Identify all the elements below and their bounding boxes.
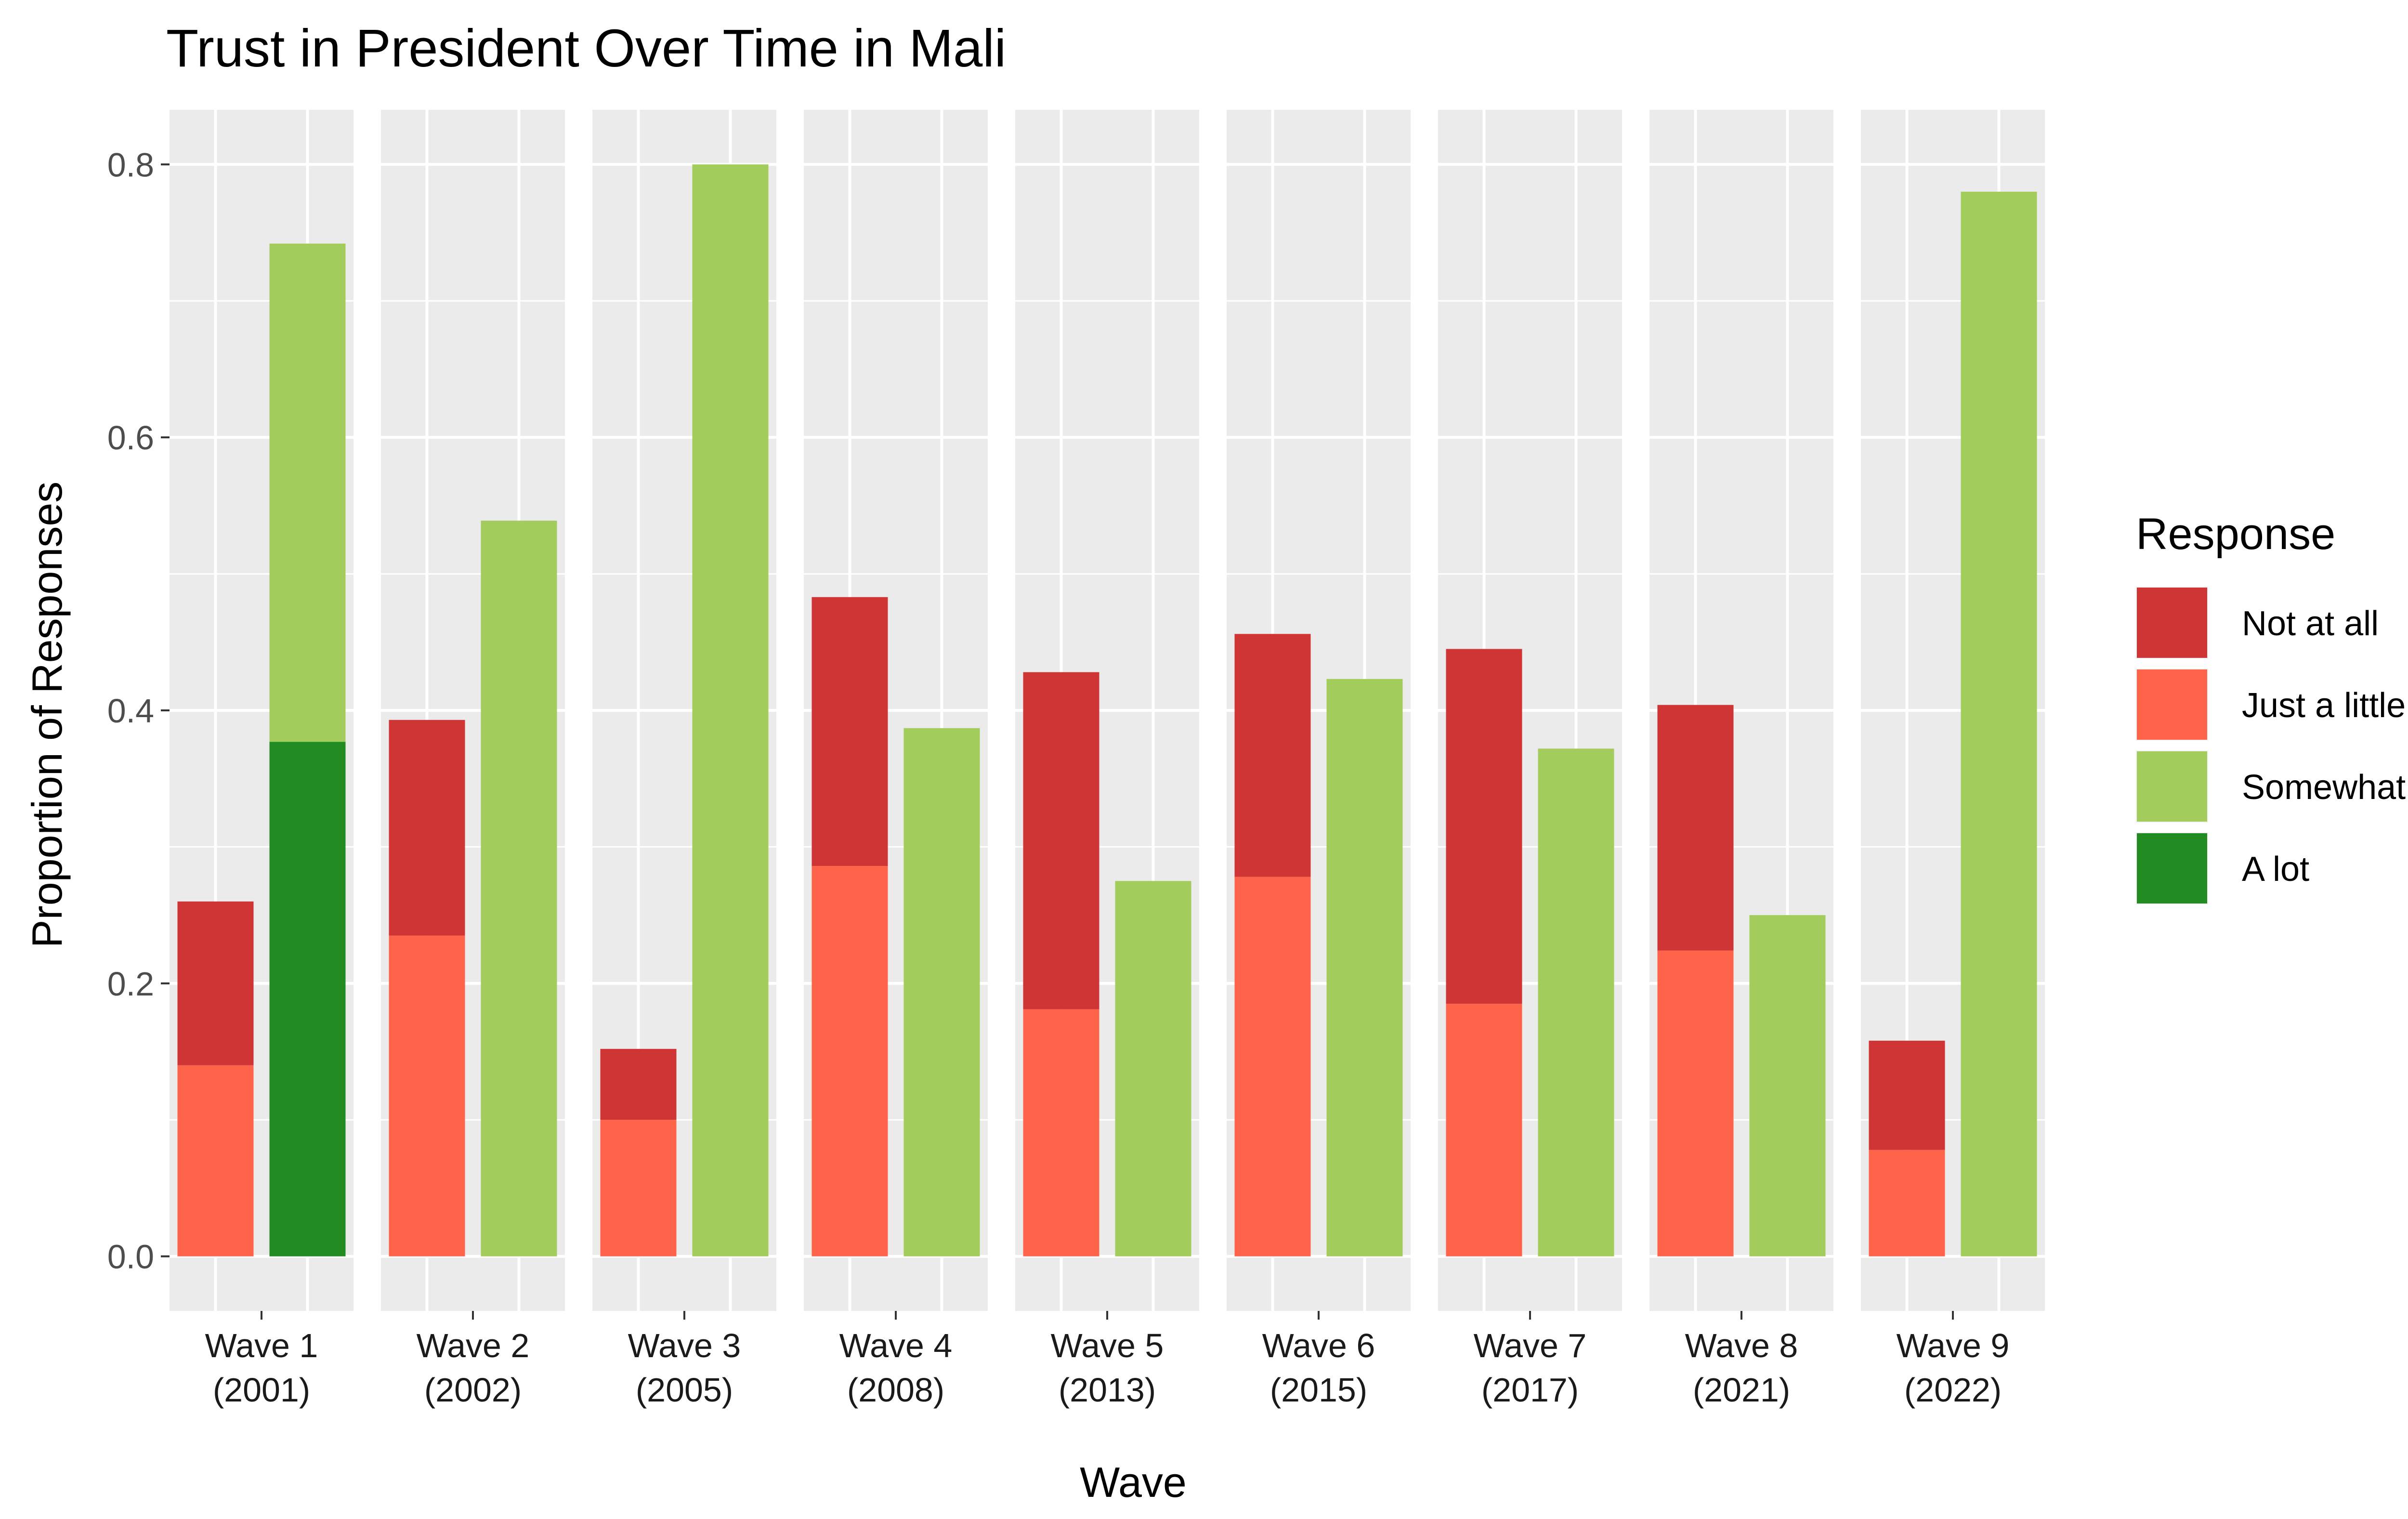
facet-panel — [592, 110, 776, 1311]
legend-swatch — [2137, 588, 2207, 658]
bar-not-at-all — [811, 597, 888, 866]
bar-just-a-little — [177, 1065, 254, 1257]
legend-item: Not at all — [2136, 587, 2379, 659]
bar-just-a-little — [1446, 1004, 1522, 1257]
chart-title: Trust in President Over Time in Mali — [166, 19, 1006, 78]
x-tick-label: Wave 5 (2013) — [1051, 1327, 1164, 1409]
bar-not-at-all — [1234, 634, 1311, 877]
facet-panel — [1861, 110, 2045, 1311]
y-tick-label: 0.4 — [107, 692, 154, 730]
x-tick-label-year: (2005) — [636, 1371, 733, 1409]
bar-just-a-little — [1657, 950, 1734, 1257]
x-tick-label: Wave 8 (2021) — [1685, 1327, 1798, 1409]
x-tick-label: Wave 3 (2005) — [628, 1327, 741, 1409]
legend-item: A lot — [2136, 832, 2309, 904]
x-tick-label: Wave 4 (2008) — [839, 1327, 953, 1409]
x-tick-label: Wave 1 (2001) — [205, 1327, 318, 1409]
legend-swatch — [2137, 751, 2207, 822]
bar-not-at-all — [389, 720, 465, 936]
facet-panels — [170, 110, 2045, 1311]
legend-item: Just a little — [2136, 668, 2406, 741]
x-tick-label-year: (2001) — [213, 1371, 310, 1409]
bar-somewhat — [1961, 192, 2037, 1257]
x-tick-label-wave: Wave 2 — [417, 1327, 530, 1364]
legend-swatch — [2137, 833, 2207, 904]
x-tick-label: Wave 2 (2002) — [417, 1327, 530, 1409]
bar-not-at-all — [177, 901, 254, 1065]
facet-panel — [1015, 110, 1199, 1311]
facet-panel — [1227, 110, 1411, 1311]
x-tick-label: Wave 7 (2017) — [1474, 1327, 1587, 1409]
bar-just-a-little — [1023, 1009, 1099, 1257]
bar-somewhat — [692, 164, 769, 1257]
x-tick-label-year: (2008) — [847, 1371, 944, 1409]
bar-not-at-all — [1023, 672, 1099, 1009]
x-axis-title: Wave — [1080, 1458, 1187, 1506]
y-tick-label: 0.8 — [107, 146, 154, 183]
bar-just-a-little — [811, 866, 888, 1257]
x-tick-label-wave: Wave 9 — [1897, 1327, 2010, 1364]
x-tick-label-wave: Wave 3 — [628, 1327, 741, 1364]
legend-item: Somewhat — [2136, 750, 2406, 823]
facet-panel — [804, 110, 988, 1311]
bar-just-a-little — [389, 935, 465, 1257]
x-tick-label-year: (2017) — [1481, 1371, 1579, 1409]
x-tick-label-year: (2015) — [1270, 1371, 1367, 1409]
y-tick-label: 0.2 — [107, 965, 154, 1003]
y-tick-label: 0.0 — [107, 1238, 154, 1276]
facet-panel — [170, 110, 353, 1311]
facet-panel — [1649, 110, 1833, 1311]
bar-somewhat — [1115, 881, 1191, 1257]
bar-just-a-little — [1869, 1150, 1945, 1257]
legend-label: A lot — [2242, 850, 2309, 889]
bar-just-a-little — [1234, 877, 1311, 1257]
bar-somewhat — [481, 521, 557, 1257]
x-tick-label-wave: Wave 4 — [839, 1327, 953, 1364]
x-tick-label-wave: Wave 7 — [1474, 1327, 1587, 1364]
bar-somewhat — [269, 243, 346, 742]
x-tick-label-wave: Wave 8 — [1685, 1327, 1798, 1364]
x-tick-label: Wave 6 (2015) — [1262, 1327, 1375, 1409]
x-axis: Wave 1 (2001)Wave 2 (2002)Wave 3 (2005)Wave… — [205, 1311, 2010, 1409]
x-tick-label: Wave 9 (2022) — [1897, 1327, 2010, 1409]
x-tick-label-year: (2021) — [1693, 1371, 1790, 1409]
y-tick-label: 0.6 — [107, 419, 154, 457]
legend-swatch — [2137, 669, 2207, 740]
bar-somewhat — [1326, 679, 1403, 1257]
y-axis-title: Proportion of Responses — [23, 482, 71, 948]
legend-label: Not at all — [2242, 604, 2379, 643]
x-tick-label-wave: Wave 1 — [205, 1327, 318, 1364]
x-tick-label-wave: Wave 6 — [1262, 1327, 1375, 1364]
legend-title: Response — [2136, 510, 2335, 559]
x-tick-label-year: (2013) — [1059, 1371, 1156, 1409]
bar-just-a-little — [600, 1120, 677, 1257]
bar-somewhat — [1749, 915, 1826, 1257]
y-axis: 0.0 0.2 0.4 0.6 0.8 — [107, 146, 170, 1276]
x-tick-label-year: (2002) — [424, 1371, 522, 1409]
legend-label: Somewhat — [2242, 768, 2406, 807]
facet-panel — [381, 110, 565, 1311]
bar-somewhat — [1538, 748, 1614, 1257]
legend: Response Not at all Just a little Somewhat… — [2136, 510, 2406, 904]
legend-label: Just a little — [2242, 686, 2406, 725]
bar-not-at-all — [600, 1048, 677, 1120]
bar-somewhat — [903, 728, 980, 1257]
bar-not-at-all — [1657, 705, 1734, 951]
x-tick-label-wave: Wave 5 — [1051, 1327, 1164, 1364]
facet-panel — [1438, 110, 1622, 1311]
bar-not-at-all — [1869, 1040, 1945, 1150]
bar-a-lot — [269, 742, 346, 1257]
x-tick-label-year: (2022) — [1904, 1371, 2002, 1409]
bar-not-at-all — [1446, 649, 1522, 1004]
